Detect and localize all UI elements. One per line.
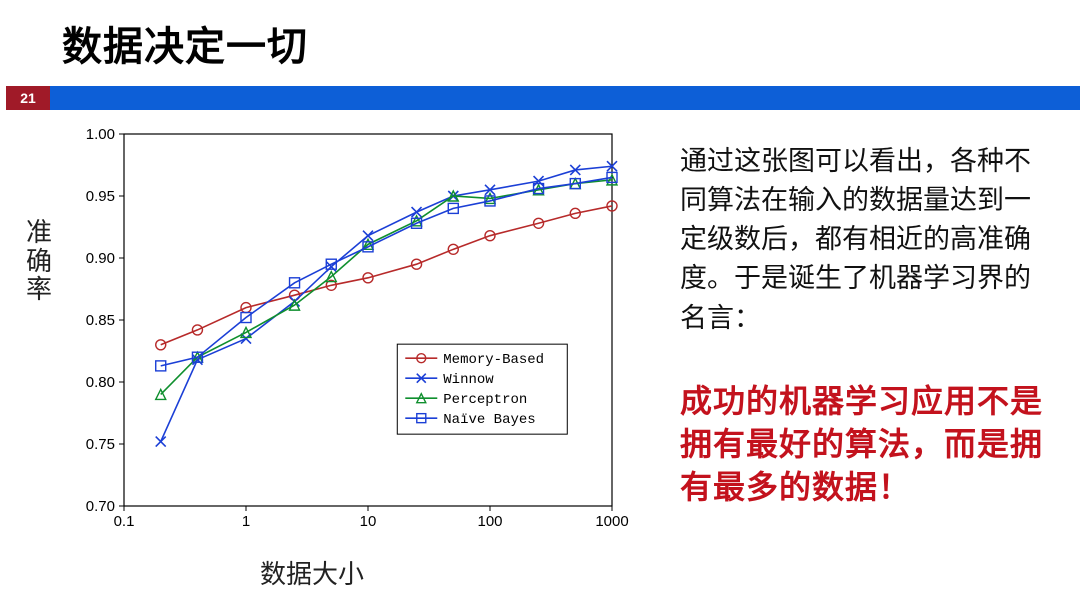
- accuracy-vs-datasize-chart: 0.70 0.75 0.80 0.85 0.90 0.95 1.00 0.1 1 10 100 100…: [70, 124, 630, 544]
- svg-text:0.95: 0.95: [86, 188, 115, 205]
- slide-title: 数据决定一切: [62, 14, 308, 72]
- chart-container: 0.70 0.75 0.80 0.85 0.90 0.95 1.00 0.1 1 10 100 100…: [70, 124, 630, 564]
- ylabel-line: 确: [24, 247, 54, 276]
- svg-text:Winnow: Winnow: [443, 372, 494, 388]
- svg-text:1: 1: [242, 513, 250, 530]
- svg-text:0.80: 0.80: [86, 374, 115, 391]
- svg-text:Naïve Bayes: Naïve Bayes: [443, 412, 535, 428]
- chart-xlabel: 数据大小: [260, 554, 364, 591]
- svg-text:0.90: 0.90: [86, 250, 115, 267]
- svg-text:1000: 1000: [595, 513, 628, 530]
- highlight-quote: 成功的机器学习应用不是拥有最好的算法，而是拥有最多的数据！: [680, 380, 1050, 510]
- svg-text:Perceptron: Perceptron: [443, 392, 527, 408]
- svg-text:0.85: 0.85: [86, 312, 115, 329]
- svg-text:1.00: 1.00: [86, 126, 115, 143]
- ylabel-line: 率: [24, 275, 54, 304]
- svg-text:10: 10: [360, 513, 377, 530]
- svg-text:Memory-Based: Memory-Based: [443, 352, 544, 368]
- svg-text:0.1: 0.1: [114, 513, 135, 530]
- chart-ylabel: 准 确 率: [24, 218, 54, 304]
- slide: 数据决定一切 21 0.700.750.800.850.900.951.000.…: [0, 0, 1080, 608]
- svg-text:0.70: 0.70: [86, 498, 115, 515]
- title-underline-bar: [50, 86, 1080, 110]
- intro-paragraph: 通过这张图可以看出，各种不同算法在输入的数据量达到一定级数后，都有相近的高准确度…: [680, 142, 1050, 338]
- svg-text:0.75: 0.75: [86, 436, 115, 453]
- svg-text:100: 100: [477, 513, 502, 530]
- page-number-badge: 21: [6, 86, 50, 110]
- ylabel-line: 准: [24, 218, 54, 247]
